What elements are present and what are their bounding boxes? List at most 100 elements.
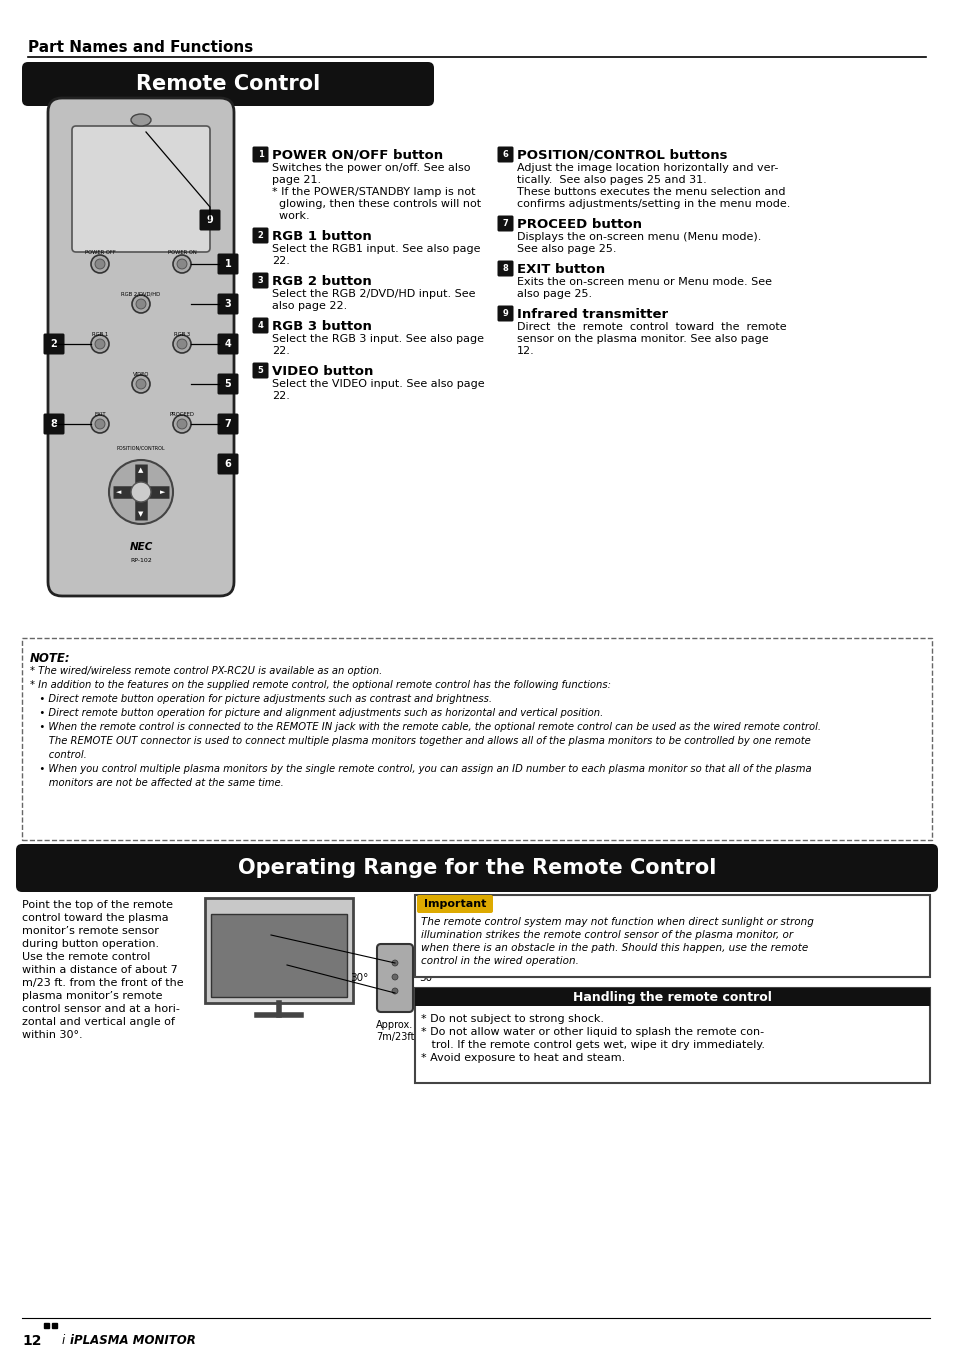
Text: 3: 3: [257, 276, 263, 285]
FancyBboxPatch shape: [217, 293, 238, 315]
Text: Use the remote control: Use the remote control: [22, 952, 151, 962]
Text: Adjust the image location horizontally and ver-: Adjust the image location horizontally a…: [517, 163, 778, 173]
Text: work.: work.: [272, 211, 310, 222]
FancyBboxPatch shape: [199, 209, 220, 231]
Text: control sensor and at a hori-: control sensor and at a hori-: [22, 1004, 180, 1015]
Circle shape: [95, 419, 105, 430]
Text: control in the wired operation.: control in the wired operation.: [420, 957, 578, 966]
Text: page 21.: page 21.: [272, 176, 321, 185]
Circle shape: [392, 974, 397, 979]
Text: control toward the plasma: control toward the plasma: [22, 913, 169, 923]
Text: ▲: ▲: [138, 467, 144, 473]
Text: POWER OFF: POWER OFF: [85, 250, 115, 255]
FancyBboxPatch shape: [16, 844, 937, 892]
Text: illumination strikes the remote control sensor of the plasma monitor, or: illumination strikes the remote control …: [420, 929, 792, 940]
Text: trol. If the remote control gets wet, wipe it dry immediately.: trol. If the remote control gets wet, wi…: [420, 1040, 764, 1050]
Text: tically.  See also pages 25 and 31.: tically. See also pages 25 and 31.: [517, 176, 706, 185]
Text: • When the remote control is connected to the REMOTE IN jack with the remote cab: • When the remote control is connected t…: [30, 721, 821, 732]
Circle shape: [91, 255, 109, 273]
Text: RGB 2 button: RGB 2 button: [272, 276, 372, 288]
Text: * Avoid exposure to heat and steam.: * Avoid exposure to heat and steam.: [420, 1052, 624, 1063]
Text: Select the VIDEO input. See also page: Select the VIDEO input. See also page: [272, 380, 484, 389]
Text: EXIT button: EXIT button: [517, 263, 604, 276]
Text: also page 22.: also page 22.: [272, 301, 347, 311]
Text: Handling the remote control: Handling the remote control: [573, 990, 771, 1004]
Text: RGB 3 button: RGB 3 button: [272, 320, 372, 332]
FancyBboxPatch shape: [48, 99, 233, 596]
Text: Approx.
7m/23ft: Approx. 7m/23ft: [375, 1020, 414, 1042]
Text: Remote Control: Remote Control: [135, 74, 320, 95]
FancyBboxPatch shape: [217, 334, 238, 354]
Text: EXIT: EXIT: [94, 412, 106, 417]
Text: glowing, then these controls will not: glowing, then these controls will not: [272, 199, 480, 209]
Text: i: i: [62, 1333, 65, 1347]
FancyBboxPatch shape: [44, 334, 65, 354]
Circle shape: [136, 380, 146, 389]
FancyBboxPatch shape: [217, 413, 238, 435]
Text: The REMOTE OUT connector is used to connect multiple plasma monitors together an: The REMOTE OUT connector is used to conn…: [30, 736, 810, 746]
FancyBboxPatch shape: [22, 62, 434, 105]
FancyBboxPatch shape: [253, 146, 268, 162]
Ellipse shape: [131, 113, 151, 126]
Text: 5: 5: [224, 380, 232, 389]
Text: Select the RGB 2/DVD/HD input. See: Select the RGB 2/DVD/HD input. See: [272, 289, 475, 299]
Text: ◄: ◄: [116, 489, 122, 494]
Text: Part Names and Functions: Part Names and Functions: [28, 41, 253, 55]
Circle shape: [392, 988, 397, 994]
Text: RGB 1: RGB 1: [91, 332, 108, 336]
FancyBboxPatch shape: [416, 894, 493, 913]
FancyBboxPatch shape: [497, 146, 513, 162]
Text: Switches the power on/off. See also: Switches the power on/off. See also: [272, 163, 470, 173]
Text: 12.: 12.: [517, 346, 535, 357]
FancyBboxPatch shape: [22, 638, 931, 840]
FancyBboxPatch shape: [497, 216, 513, 231]
Text: 7: 7: [224, 419, 232, 430]
Text: POSITION/CONTROL buttons: POSITION/CONTROL buttons: [517, 149, 727, 162]
Text: 22.: 22.: [272, 390, 290, 401]
Text: 5: 5: [257, 366, 263, 376]
Text: Operating Range for the Remote Control: Operating Range for the Remote Control: [237, 858, 716, 878]
Text: POWER ON: POWER ON: [168, 250, 196, 255]
Text: Important: Important: [423, 898, 486, 909]
Text: Displays the on-screen menu (Menu mode).: Displays the on-screen menu (Menu mode).: [517, 232, 760, 242]
Text: Exits the on-screen menu or Menu mode. See: Exits the on-screen menu or Menu mode. S…: [517, 277, 771, 286]
Text: m/23 ft. from the front of the: m/23 ft. from the front of the: [22, 978, 183, 988]
Text: 30°: 30°: [418, 973, 436, 984]
Circle shape: [91, 415, 109, 434]
Text: 9: 9: [207, 215, 213, 226]
Circle shape: [177, 339, 187, 349]
Bar: [205, 898, 353, 1002]
Text: 12: 12: [22, 1333, 42, 1348]
FancyBboxPatch shape: [217, 454, 238, 474]
Text: Select the RGB1 input. See also page: Select the RGB1 input. See also page: [272, 245, 480, 254]
Text: RGB 1 button: RGB 1 button: [272, 230, 372, 243]
Text: The remote control system may not function when direct sunlight or strong: The remote control system may not functi…: [420, 917, 813, 927]
Text: POSITION/CONTROL: POSITION/CONTROL: [116, 446, 165, 451]
Text: 6: 6: [502, 150, 508, 159]
Text: Direct  the  remote  control  toward  the  remote: Direct the remote control toward the rem…: [517, 322, 786, 332]
Text: 6: 6: [224, 459, 232, 469]
Circle shape: [132, 295, 150, 313]
FancyBboxPatch shape: [253, 227, 268, 243]
Text: • Direct remote button operation for picture adjustments such as contrast and br: • Direct remote button operation for pic…: [30, 694, 492, 704]
Text: Select the RGB 3 input. See also page: Select the RGB 3 input. See also page: [272, 334, 483, 345]
Text: POWER ON/OFF button: POWER ON/OFF button: [272, 149, 442, 162]
FancyBboxPatch shape: [253, 317, 268, 334]
Text: Point the top of the remote: Point the top of the remote: [22, 900, 172, 911]
Circle shape: [95, 339, 105, 349]
Text: 3: 3: [224, 299, 232, 309]
Text: 30°: 30°: [351, 973, 369, 984]
Text: PROCEED: PROCEED: [170, 412, 194, 417]
FancyBboxPatch shape: [44, 413, 65, 435]
Text: RGB 2/DVD/HD: RGB 2/DVD/HD: [121, 292, 160, 297]
Circle shape: [131, 482, 151, 503]
Text: 22.: 22.: [272, 346, 290, 357]
Text: * Do not allow water or other liquid to splash the remote con-: * Do not allow water or other liquid to …: [420, 1027, 763, 1038]
Bar: [52, 1323, 57, 1328]
FancyBboxPatch shape: [253, 362, 268, 378]
FancyBboxPatch shape: [497, 305, 513, 322]
Text: sensor on the plasma monitor. See also page: sensor on the plasma monitor. See also p…: [517, 334, 768, 345]
FancyBboxPatch shape: [217, 373, 238, 394]
Text: 4: 4: [224, 339, 232, 349]
Text: iPLASMA MONITOR: iPLASMA MONITOR: [70, 1333, 195, 1347]
